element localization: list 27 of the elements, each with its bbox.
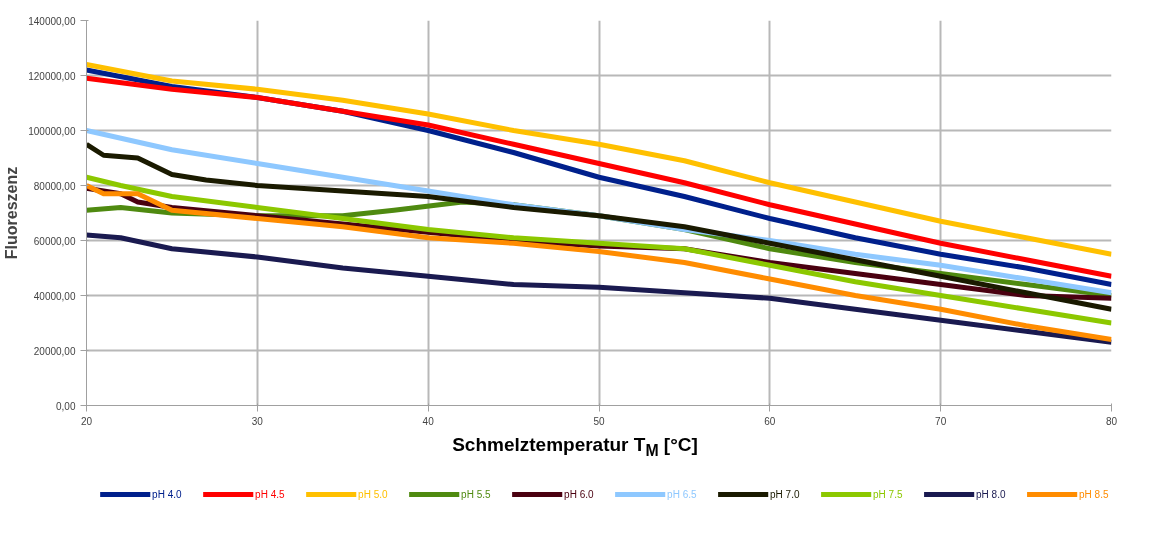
x-axis-title: Schmelztemperatur T$_{M}$ [°C]: [452, 433, 698, 461]
y-tick-label: 40000,00: [33, 290, 76, 302]
y-tick-label: 0,00: [56, 400, 76, 412]
text: pH 8.5: [1079, 489, 1109, 500]
text: pH 6.0: [564, 489, 594, 500]
text: pH 5.5: [461, 489, 491, 500]
x-tick-label: 60: [764, 415, 776, 427]
text: pH 4.5: [255, 489, 286, 500]
text: pH 7.5: [873, 489, 903, 500]
y-axis-title: Fluoreszenz: [3, 166, 21, 260]
x-tick-label: 70: [935, 415, 947, 427]
y-tick-label: 140000,00: [28, 15, 76, 27]
y-tick-label: 100000,00: [28, 125, 76, 137]
x-tick-label: 50: [593, 415, 605, 427]
text: pH 8.0: [976, 489, 1006, 500]
x-tick-label: 20: [80, 415, 93, 427]
x-tick-label: 80: [1105, 415, 1118, 427]
x-tick-label: 30: [251, 415, 264, 427]
y-tick-label: 80000,00: [33, 180, 76, 192]
text: pH 5.0: [358, 489, 388, 500]
text: pH 7.0: [770, 489, 800, 500]
y-tick-label: 20000,00: [33, 345, 76, 357]
text: pH 4.0: [152, 489, 183, 500]
text: pH 6.5: [667, 489, 697, 500]
y-tick-label: 60000,00: [33, 235, 76, 247]
y-tick-label: 120000,00: [28, 70, 76, 82]
x-tick-label: 40: [422, 415, 435, 427]
